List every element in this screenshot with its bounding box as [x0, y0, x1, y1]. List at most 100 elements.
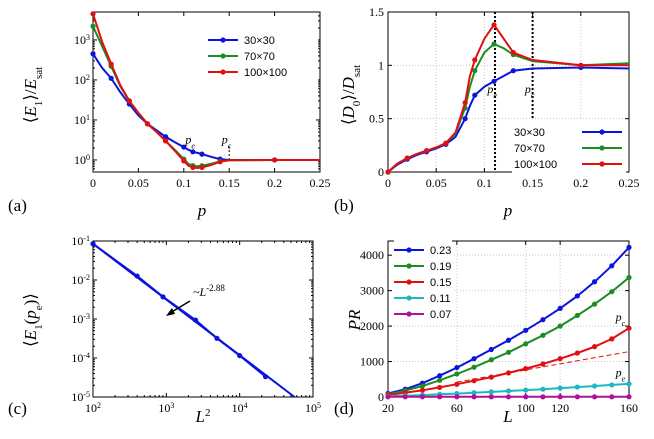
data-point [491, 41, 497, 47]
data-point [108, 61, 114, 67]
panel-label: (b) [334, 196, 354, 215]
data-point [126, 98, 132, 104]
x-tick-label: 0.2 [573, 176, 588, 190]
annotation-pe: pe [615, 365, 626, 383]
y-tick-label: 101 [74, 112, 90, 127]
data-point [557, 385, 563, 391]
x-tick-label: 100 [517, 401, 535, 415]
data-point [471, 390, 477, 396]
data-point [540, 394, 546, 400]
data-point [609, 382, 615, 388]
data-point [90, 11, 96, 17]
data-point [454, 364, 460, 371]
x-axis-label: p [503, 201, 513, 220]
annotation-pe: pe [184, 132, 195, 150]
data-point [144, 121, 151, 127]
y-axis-label: ⟨D0⟩/Dsat [339, 65, 363, 125]
x-tick-label: 0.15 [522, 176, 543, 190]
x-axis-label: L [502, 407, 512, 426]
data-point [574, 394, 580, 400]
data-point [523, 366, 529, 372]
data-point [199, 151, 205, 157]
y-tick-label: 0.5 [369, 112, 384, 126]
annotation-pe: pe [486, 82, 497, 100]
data-point [163, 138, 169, 144]
y-tick-label: 102 [74, 72, 90, 87]
data-point [190, 164, 196, 171]
panel-d: 20 60 100 120 160 0 1000 2000 3000 4000 0.23 0.19 0.… [334, 238, 638, 426]
panel-a: 0 0.05 0.1 0.15 0.2 0.25 100 101 102 103 30×30 70×7… [8, 11, 331, 220]
data-point [181, 158, 187, 164]
data-point [523, 341, 529, 347]
annotation-pc: pc [524, 82, 535, 100]
data-point [557, 305, 563, 311]
data-point [505, 370, 512, 376]
x-tick-label: 103 [158, 401, 174, 416]
data-point [402, 394, 408, 400]
y-tick-label: 100 [74, 152, 90, 167]
data-point [471, 364, 477, 370]
x-tick-label: 0.1 [477, 176, 492, 190]
data-point [160, 294, 166, 300]
data-point [523, 387, 529, 393]
data-point [385, 169, 391, 175]
annotation-pc: pc [221, 132, 232, 150]
x-tick-label: 0.05 [128, 176, 149, 190]
y-tick-label: 103 [74, 32, 90, 47]
legend-label: 0.11 [430, 293, 451, 305]
legend-marker [406, 295, 412, 301]
data-point [591, 344, 598, 350]
data-point [192, 317, 199, 323]
y-tick-label: 1 [378, 58, 384, 72]
x-tick-label: 0.25 [619, 176, 640, 190]
data-point [443, 140, 449, 146]
data-point [540, 332, 546, 338]
data-point [574, 350, 580, 356]
data-point [488, 346, 494, 353]
data-point [190, 149, 196, 155]
legend-marker [599, 129, 605, 135]
y-tick-label: 1000 [360, 355, 384, 369]
y-tick-label: 10-2 [71, 273, 90, 288]
x-tick-label: 0 [385, 176, 391, 190]
legend-label: 0.07 [430, 309, 451, 321]
data-point [437, 394, 443, 400]
data-point [523, 327, 529, 333]
data-point [488, 394, 494, 400]
x-axis-label: L2 [195, 407, 211, 426]
legend-label: 0.23 [430, 245, 451, 257]
y-tick-label: 0 [378, 165, 384, 179]
data-point [108, 75, 114, 81]
data-point [510, 68, 516, 74]
panel-label: (c) [8, 399, 27, 418]
legend-marker [599, 161, 605, 167]
plot-frame [92, 240, 314, 398]
data-point [488, 374, 494, 380]
data-point [454, 371, 460, 377]
data-point [272, 157, 278, 163]
legend-label: 70×70 [244, 51, 275, 63]
data-point [237, 353, 243, 359]
data-point [199, 164, 205, 171]
legend-label: 70×70 [514, 143, 545, 155]
data-point [134, 273, 140, 279]
x-tick-label: 0 [90, 176, 96, 190]
data-point [491, 22, 497, 28]
data-point [472, 92, 478, 98]
x-tick-label: 0.2 [267, 176, 282, 190]
data-point [578, 62, 584, 68]
data-point [385, 394, 391, 400]
y-tick-label: 10-4 [71, 351, 90, 366]
data-point [540, 317, 546, 323]
data-point [488, 389, 494, 395]
data-point [540, 361, 546, 367]
data-point [574, 312, 580, 319]
legend-marker [406, 247, 412, 253]
legend-marker [406, 311, 412, 317]
data-point [626, 244, 632, 250]
data-point [523, 394, 529, 400]
data-point [217, 159, 223, 165]
y-tick-label: 4000 [360, 248, 384, 262]
data-point [609, 263, 615, 269]
